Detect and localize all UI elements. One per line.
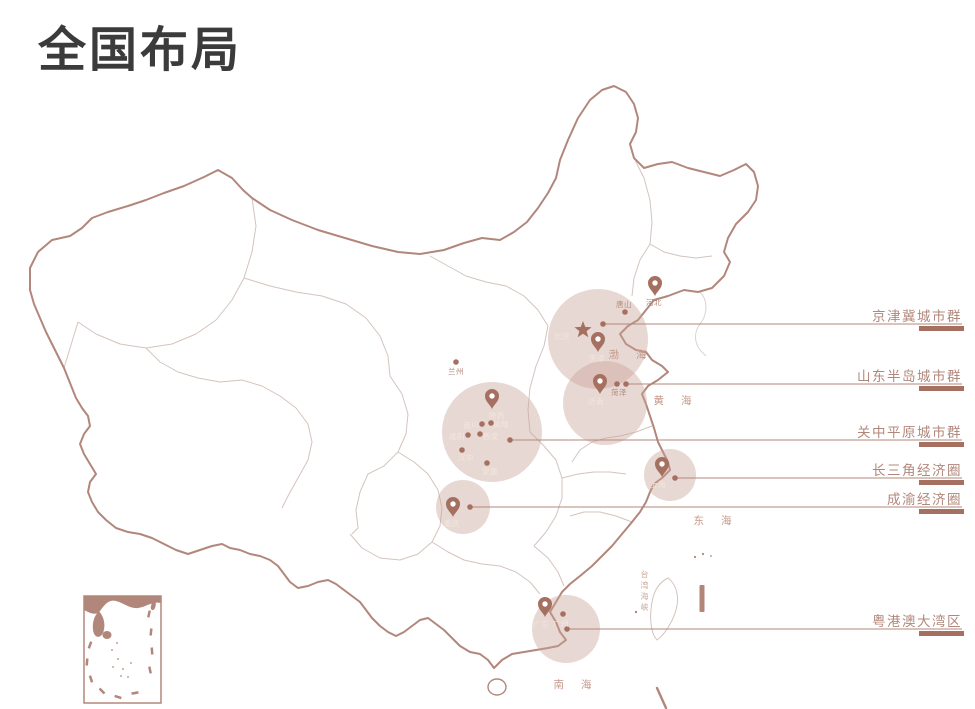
label-hanzhong: 汉中 (458, 453, 474, 462)
label-xianyang: 咸阳 (449, 432, 465, 441)
province-borders (63, 157, 713, 595)
offshore-islands (634, 552, 712, 709)
label-lanzhou: 兰州 (448, 367, 464, 376)
label-bohai-sea: 渤 海 (608, 349, 654, 361)
label-tangshan: 唐山 (616, 300, 632, 309)
region-circle-chengyu (436, 480, 490, 534)
south-china-sea-inset (83, 595, 162, 704)
region-circle-guanzhong (442, 382, 542, 482)
label-yellow-sea: 黄 海 (653, 395, 699, 407)
label-beijing: 北京 (554, 332, 570, 341)
taiwan-outline (650, 577, 679, 641)
region-circles (436, 289, 696, 663)
label-guangdong: 广东 (533, 620, 549, 629)
ryukyu-bar (699, 585, 705, 612)
hainan-outline (487, 678, 507, 696)
region-label-guanzhong: 关中平原城市群 (857, 425, 962, 440)
label-south-china-sea: 南 海 (553, 679, 599, 691)
label-tianjin: 天津 (589, 354, 605, 363)
label-shanghai: 上海 (650, 480, 666, 489)
page-title: 全国布局 (38, 24, 243, 77)
leader-lines (470, 323, 964, 636)
pin-hebei-icon (648, 276, 662, 296)
label-shaanxi: 陕西 (489, 411, 505, 420)
region-label-greater-bay: 粤港澳大湾区 (872, 614, 962, 629)
region-circle-yangtze-delta (644, 449, 696, 501)
region-label-yangtze-delta: 长三角经济圈 (872, 463, 962, 478)
label-tongchuan: 铜川 (463, 421, 479, 430)
label-hebei: 河北 (646, 298, 662, 307)
label-chongqing: 重庆 (444, 519, 460, 528)
label-east-china-sea: 东 海 (693, 515, 739, 527)
region-label-jingjinji: 京津冀城市群 (872, 309, 962, 324)
nine-dash-segment (655, 686, 668, 709)
region-label-shandong: 山东半岛城市群 (857, 369, 962, 384)
capital-star-icon (574, 321, 592, 338)
label-xian: 西安 (483, 432, 499, 441)
label-taiwan-strait: 台湾海峡 (640, 570, 649, 614)
nine-dash-line (85, 610, 154, 700)
city-dots (453, 309, 678, 632)
label-jinan: 济南 (588, 397, 604, 406)
label-ankang: 安康 (482, 467, 498, 476)
label-guangzhou: 广州 (553, 619, 569, 628)
inset-islands (111, 642, 132, 678)
label-fengxiang: 凤翔 (493, 420, 509, 429)
china-outline (29, 85, 759, 669)
region-label-chengyu: 成渝经济圈 (887, 492, 962, 507)
region-circle-shandong (563, 361, 647, 445)
label-heze: 菏泽 (611, 388, 627, 397)
map-pins (446, 276, 669, 617)
